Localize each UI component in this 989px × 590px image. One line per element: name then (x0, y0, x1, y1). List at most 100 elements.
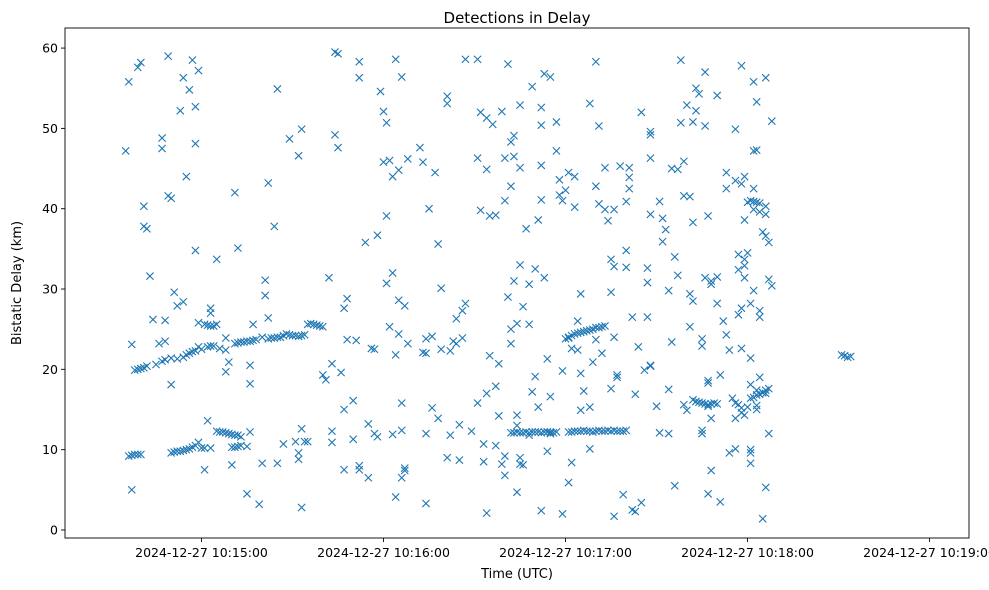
data-point (707, 277, 716, 285)
data-point (661, 225, 670, 234)
data-point (434, 414, 443, 423)
data-point (585, 403, 594, 412)
y-axis: 0 10 20 30 40 50 60 (42, 41, 65, 537)
data-point (482, 113, 491, 122)
data-point (349, 396, 358, 405)
data-point (704, 489, 713, 498)
data-point (731, 176, 740, 185)
data-point (206, 309, 215, 318)
data-point (573, 346, 582, 355)
data-point (243, 489, 252, 498)
data-point (500, 196, 509, 205)
data-point (667, 338, 676, 347)
data-point (513, 488, 521, 497)
data-point (121, 146, 130, 155)
data-point (622, 197, 631, 206)
data-point (740, 273, 749, 282)
data-point (755, 373, 764, 382)
data-point (604, 216, 612, 225)
data-point (761, 210, 770, 219)
data-point (737, 179, 746, 188)
y-tick-label: 30 (42, 282, 58, 297)
data-point (252, 335, 261, 344)
data-point (312, 321, 321, 330)
data-point (458, 306, 467, 315)
data-point (294, 455, 303, 464)
data-point (403, 154, 412, 163)
data-point (255, 500, 264, 509)
data-point (221, 428, 230, 437)
plot-area (64, 27, 970, 539)
data-point (364, 473, 373, 482)
data-point (740, 261, 749, 270)
data-point (191, 346, 200, 355)
data-point (625, 163, 634, 172)
data-point (179, 446, 188, 455)
x-axis: 2024-12-27 10:15:00 2024-12-27 10:16:00 20… (135, 538, 989, 560)
data-point (506, 339, 515, 348)
data-point (664, 429, 673, 438)
data-point (740, 411, 749, 420)
plot-frame (64, 27, 970, 539)
data-point (446, 431, 455, 440)
data-point (585, 325, 594, 334)
data-point (212, 320, 221, 329)
data-point (607, 384, 616, 393)
data-point (500, 471, 509, 480)
data-point (418, 158, 427, 167)
data-point (327, 438, 336, 447)
data-point (230, 443, 239, 452)
data-point (124, 452, 133, 461)
data-point (142, 224, 151, 233)
data-point (340, 304, 349, 313)
data-point (221, 367, 230, 376)
data-point (388, 172, 397, 181)
data-point (746, 299, 755, 308)
data-point (537, 195, 546, 204)
x-tick-label: 2024-12-27 10:19:00 (863, 545, 989, 560)
data-point (597, 349, 606, 358)
data-point (695, 398, 704, 407)
data-point (167, 380, 176, 389)
data-point (691, 397, 700, 406)
data-point (622, 246, 631, 255)
data-point (758, 514, 767, 523)
x-axis-label: Time (UTC) (480, 567, 553, 582)
data-point (200, 465, 209, 474)
data-point (758, 388, 767, 397)
data-point (334, 143, 343, 152)
data-point (246, 361, 255, 370)
data-point (161, 316, 170, 325)
data-point (127, 340, 136, 349)
data-point (761, 483, 770, 492)
data-point (643, 264, 652, 273)
data-point (148, 315, 157, 324)
data-point (340, 405, 349, 414)
data-point (552, 146, 561, 155)
data-point (843, 353, 852, 362)
data-point (309, 320, 318, 329)
data-point (315, 321, 324, 330)
data-point (610, 205, 619, 214)
data-point (376, 87, 385, 96)
data-point (591, 182, 600, 191)
data-point (513, 411, 521, 420)
data-point (500, 154, 509, 163)
data-point (670, 252, 679, 261)
data-point (391, 493, 400, 502)
x-tick-label: 2024-12-27 10:16:00 (317, 545, 450, 560)
data-point (710, 399, 719, 408)
data-point (509, 277, 518, 285)
data-point (197, 444, 206, 453)
data-point (673, 271, 682, 280)
data-point (749, 146, 758, 155)
data-point (385, 156, 394, 165)
data-point (155, 339, 164, 348)
data-point (676, 118, 685, 127)
data-point (324, 273, 333, 282)
data-point (652, 402, 661, 411)
data-point (236, 432, 245, 441)
data-point (191, 139, 200, 148)
data-point (755, 313, 764, 322)
data-point (327, 359, 336, 368)
